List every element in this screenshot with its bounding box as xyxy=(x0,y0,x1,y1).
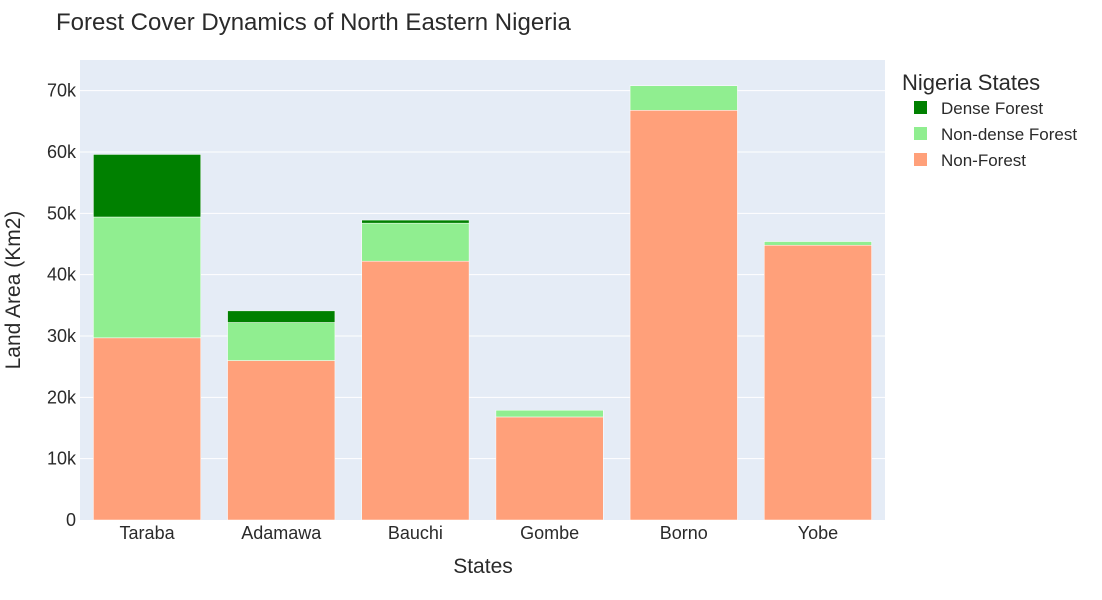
legend-swatch xyxy=(914,127,927,140)
bar-dense-forest-bauchi xyxy=(361,219,470,224)
bar-non-forest-bauchi xyxy=(361,260,470,521)
y-tick-label: 70k xyxy=(47,81,77,101)
legend: Nigeria States Dense Forest Non-dense For… xyxy=(902,70,1077,170)
bar-dense-forest-adamawa xyxy=(227,310,336,323)
bar-non-dense-forest-adamawa xyxy=(227,322,336,361)
y-tick-label: 30k xyxy=(47,326,77,346)
y-axis-title: Land Area (Km2) xyxy=(2,211,25,370)
y-tick-label: 60k xyxy=(47,142,77,162)
bar-non-forest-gombe xyxy=(495,416,604,521)
bar-non-forest-adamawa xyxy=(227,360,336,521)
x-axis-title: States xyxy=(453,555,513,578)
bar-dense-forest-taraba xyxy=(93,154,201,218)
legend-label: Non-Forest xyxy=(941,151,1026,170)
y-tick-label: 0 xyxy=(66,510,76,530)
legend-swatch xyxy=(914,101,927,114)
chart-title: Forest Cover Dynamics of North Eastern N… xyxy=(56,9,571,36)
plot-area xyxy=(80,60,885,520)
legend-swatch xyxy=(914,153,927,166)
gridlines xyxy=(80,90,885,460)
y-tick-label: 10k xyxy=(47,449,77,469)
bar-non-dense-forest-borno xyxy=(629,85,738,111)
x-tick-label: Taraba xyxy=(120,523,176,543)
bar-non-dense-forest-gombe xyxy=(495,409,604,418)
bar-non-forest-taraba xyxy=(93,337,201,521)
x-tick-label: Gombe xyxy=(520,523,579,543)
legend-label: Dense Forest xyxy=(941,99,1043,118)
y-tick-label: 20k xyxy=(47,387,77,407)
x-axis-ticks: Taraba Adamawa Bauchi Gombe Borno Yobe xyxy=(120,523,839,543)
bar-non-forest-yobe xyxy=(764,244,872,521)
bars xyxy=(93,85,872,521)
y-tick-label: 50k xyxy=(47,203,77,223)
legend-label: Non-dense Forest xyxy=(941,125,1077,144)
bar-non-dense-forest-bauchi xyxy=(361,222,470,262)
x-tick-label: Bauchi xyxy=(388,523,443,543)
legend-title: Nigeria States xyxy=(902,70,1040,95)
x-tick-label: Borno xyxy=(660,523,708,543)
y-axis-ticks: 0 10k 20k 30k 40k 50k 60k 70k xyxy=(47,81,77,530)
x-tick-label: Adamawa xyxy=(241,523,322,543)
bar-non-dense-forest-taraba xyxy=(93,216,201,339)
y-tick-label: 40k xyxy=(47,265,77,285)
bar-non-dense-forest-yobe xyxy=(764,241,872,246)
x-tick-label: Yobe xyxy=(798,523,838,543)
bar-non-forest-borno xyxy=(629,110,738,521)
